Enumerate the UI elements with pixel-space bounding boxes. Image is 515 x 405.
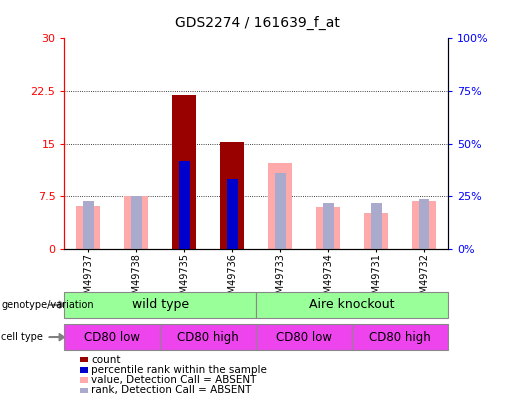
Text: value, Detection Call = ABSENT: value, Detection Call = ABSENT [91, 375, 256, 385]
Text: genotype/variation: genotype/variation [1, 300, 94, 310]
Bar [316, 207, 340, 249]
Text: percentile rank within the sample: percentile rank within the sample [91, 365, 267, 375]
Text: GDS2274 / 161639_f_at: GDS2274 / 161639_f_at [175, 16, 340, 30]
Bar [268, 163, 292, 249]
Bar [131, 196, 142, 249]
Bar [76, 206, 100, 249]
Bar [173, 95, 196, 249]
Text: CD80 high: CD80 high [369, 330, 431, 344]
Bar [275, 173, 286, 249]
Bar [83, 200, 94, 249]
Text: CD80 high: CD80 high [177, 330, 239, 344]
Bar [323, 203, 334, 249]
Bar [371, 203, 382, 249]
Bar [220, 142, 244, 249]
Text: wild type: wild type [132, 298, 189, 311]
Text: CD80 low: CD80 low [276, 330, 332, 344]
Bar [364, 213, 388, 249]
Bar [124, 196, 148, 249]
Bar [179, 161, 190, 249]
Bar [227, 175, 237, 249]
Text: rank, Detection Call = ABSENT: rank, Detection Call = ABSENT [91, 385, 251, 395]
Text: Aire knockout: Aire knockout [310, 298, 395, 311]
Bar [227, 179, 237, 249]
Text: cell type: cell type [1, 332, 43, 342]
Bar [419, 198, 430, 249]
Text: CD80 low: CD80 low [84, 330, 140, 344]
Text: count: count [91, 355, 121, 364]
Bar [412, 201, 436, 249]
